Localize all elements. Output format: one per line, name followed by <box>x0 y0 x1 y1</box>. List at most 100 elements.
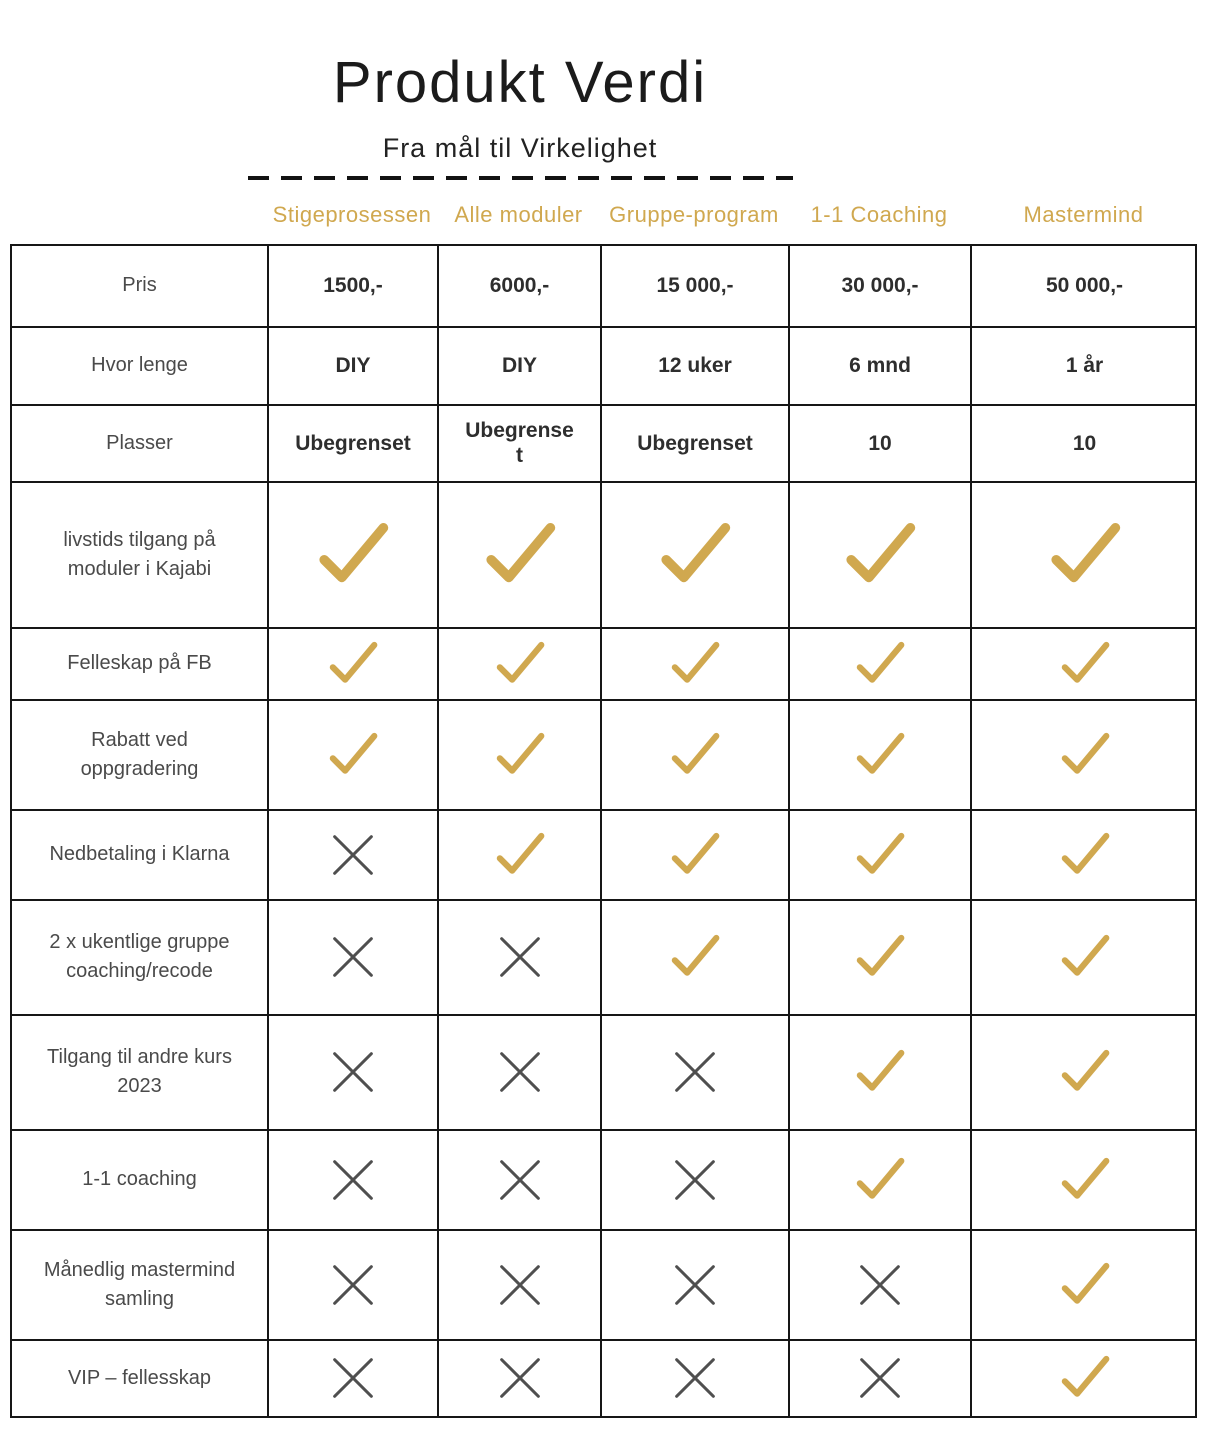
table-row: 1-1 coaching <box>12 1128 1197 1229</box>
cell-value: Ubegrenset <box>437 405 600 481</box>
cell-cross <box>788 1230 970 1339</box>
cell-check <box>788 482 970 627</box>
cell-value: 6 mnd <box>788 327 970 404</box>
cell-cross <box>267 1130 437 1229</box>
table-row: Rabatt ved oppgradering <box>12 698 1195 809</box>
cross-icon <box>326 1351 380 1405</box>
cell-check <box>267 628 437 699</box>
check-icon <box>852 1044 908 1100</box>
check-icon <box>492 636 548 692</box>
cell-check <box>788 810 970 899</box>
cell-value: Ubegrenset <box>600 405 788 481</box>
row-label: Hvor lenge <box>91 354 188 377</box>
check-icon <box>1057 636 1113 692</box>
cell-check <box>437 482 600 627</box>
cell-cross <box>437 1340 600 1416</box>
column-header: 1-1 Coaching <box>810 201 948 227</box>
row-label: Rabatt ved oppgradering <box>80 728 199 780</box>
cell-value: DIY <box>267 327 437 404</box>
check-icon <box>852 827 908 883</box>
cross-icon <box>326 1153 380 1207</box>
check-icon <box>655 515 735 595</box>
page-title: Produkt Verdi <box>332 50 708 115</box>
cross-icon <box>493 1258 547 1312</box>
cell-text: DIY <box>335 354 371 378</box>
cell-cross <box>267 1230 437 1339</box>
cell-check <box>970 1340 1197 1416</box>
cell-text: 6000,- <box>489 274 550 298</box>
cell-cross <box>600 1340 788 1416</box>
check-icon <box>840 515 920 595</box>
cell-cross <box>437 1130 600 1229</box>
cross-icon <box>668 1351 722 1405</box>
check-icon <box>852 727 908 783</box>
cell-cross <box>600 1015 788 1129</box>
cell-value: 6000,- <box>437 245 600 326</box>
table-row: Tilgang til andre kurs 2023 <box>12 1013 1195 1129</box>
cell-check <box>970 482 1197 627</box>
table-row: VIP – fellesskap <box>12 1338 1197 1416</box>
comparison-table: Pris 1500,- 6000,- 15 000,- 30 000,- 50 000,-… <box>10 243 1197 1418</box>
row-label: Tilgang til andre kurs 2023 <box>47 1046 232 1098</box>
row-label: livstids tilgang på moduler i Kajabi <box>63 528 216 580</box>
check-icon <box>667 929 723 985</box>
table-row: 2 x ukentlige gruppe coaching/recode <box>12 898 1195 1014</box>
cell-value: 1 år <box>970 327 1197 404</box>
cross-icon <box>668 1153 722 1207</box>
cell-value: 30 000,- <box>788 245 970 326</box>
table-row: Felleskap på FB <box>12 626 1195 699</box>
cell-text: DIY <box>501 354 537 378</box>
check-icon <box>1045 515 1125 595</box>
cell-text: Ubegrenset <box>637 431 753 455</box>
cell-check <box>600 482 788 627</box>
cell-value: 1500,- <box>267 245 437 326</box>
cell-cross <box>600 1230 788 1339</box>
cell-text: 10 <box>868 431 892 455</box>
row-label: Nedbetaling i Klarna <box>49 843 230 866</box>
check-icon <box>492 727 548 783</box>
check-icon <box>325 727 381 783</box>
cell-value: 15 000,- <box>600 245 788 326</box>
cell-check <box>267 482 437 627</box>
cell-text: 10 <box>1072 431 1097 455</box>
check-icon <box>852 636 908 692</box>
cell-value: 50 000,- <box>970 245 1197 326</box>
cell-check <box>600 900 788 1014</box>
cell-cross <box>437 1015 600 1129</box>
cross-icon <box>326 828 380 882</box>
table-row: Månedlig mastermind samling <box>12 1228 1197 1339</box>
cell-check <box>267 700 437 809</box>
dashed-divider <box>247 175 793 180</box>
check-icon <box>667 636 723 692</box>
table-row: Pris 1500,- 6000,- 15 000,- 30 000,- 50 000,- <box>12 245 1197 326</box>
cell-text: Ubegrenset <box>465 419 574 468</box>
cross-icon <box>493 1153 547 1207</box>
cell-value: DIY <box>437 327 600 404</box>
cell-text: 1500,- <box>323 274 383 298</box>
cell-check <box>970 1230 1197 1339</box>
cell-check <box>437 810 600 899</box>
row-label: Månedlig mastermind samling <box>43 1258 236 1310</box>
cell-check <box>437 628 600 699</box>
cell-value: 10 <box>970 405 1197 481</box>
cross-icon <box>853 1258 907 1312</box>
check-icon <box>667 827 723 883</box>
row-label: Plasser <box>106 431 173 454</box>
check-icon <box>1057 1350 1113 1406</box>
check-icon <box>1057 727 1113 783</box>
cell-check <box>970 1130 1197 1229</box>
row-label: 1-1 coaching <box>82 1168 197 1191</box>
page-header: Produkt Verdi Fra mål til Virkelighet <box>0 0 1040 180</box>
cell-check <box>970 810 1197 899</box>
check-icon <box>852 1152 908 1208</box>
cell-cross <box>437 1230 600 1339</box>
cross-icon <box>493 930 547 984</box>
cell-cross <box>600 1130 788 1229</box>
cross-icon <box>853 1351 907 1405</box>
cell-cross <box>267 900 437 1014</box>
cell-text: Ubegrenset <box>295 431 411 455</box>
check-icon <box>852 929 908 985</box>
cell-check <box>788 900 970 1014</box>
column-headers: Stigeprosessen Alle moduler Gruppe-progr… <box>10 202 1207 228</box>
check-icon <box>313 515 393 595</box>
